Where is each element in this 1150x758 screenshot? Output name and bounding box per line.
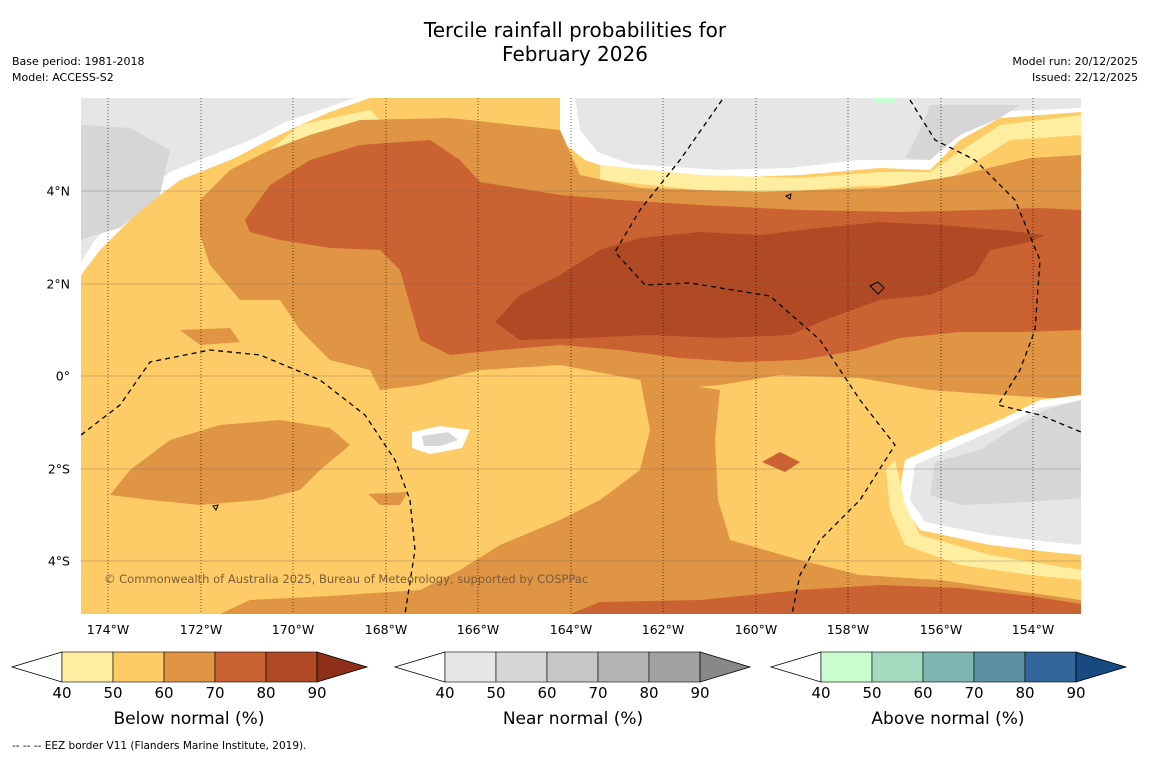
colorbar-tick-label: 90: [1066, 684, 1086, 702]
island-outline-3: [212, 504, 219, 512]
region-above-green: [872, 98, 898, 104]
colorbar-tick-label: 50: [486, 684, 506, 702]
colorbar-extend-low: [769, 651, 822, 683]
region-near-70-se: [930, 400, 1081, 505]
lon-label: 172°W: [179, 622, 223, 637]
colorbar-segment: [61, 651, 114, 683]
colorbar-extend-high: [316, 651, 369, 683]
region-near-70-topright: [905, 105, 1020, 160]
eez-border-east: [909, 99, 1081, 433]
lat-label: 2°N: [46, 276, 70, 292]
colorbar-segment: [871, 651, 924, 683]
base-period: Base period: 1981-2018: [12, 55, 145, 68]
colorbar-tick-label: 80: [639, 684, 659, 702]
lat-label: 0°: [55, 368, 70, 384]
lon-label: 154°W: [1011, 622, 1055, 637]
colorbar-segment: [214, 651, 267, 683]
colorbar-tick-label: 60: [154, 684, 174, 702]
lon-label: 164°W: [549, 622, 593, 637]
colorbar-tick-label: 70: [588, 684, 608, 702]
island-outline-1: [869, 281, 885, 295]
lon-label: 160°W: [734, 622, 778, 637]
colorbar-tick-label: 90: [307, 684, 327, 702]
lat-label: 4°S: [47, 553, 70, 569]
colorbar-segment: [922, 651, 975, 683]
lon-label: 168°W: [364, 622, 408, 637]
colorbar-tick-label: 50: [862, 684, 882, 702]
issued-date: Issued: 22/12/2025: [1031, 71, 1138, 84]
map-title: Tercile rainfall probabilities for Febru…: [0, 18, 1150, 66]
base-period-info: Base period: 1981-2018 Model: ACCESS-S2: [12, 54, 144, 86]
copyright-text: © Commonwealth of Australia 2025, Bureau…: [104, 572, 589, 586]
colorbar-tick-label: 80: [1015, 684, 1035, 702]
eez-border-central: [614, 99, 896, 614]
colorbar-segment: [1024, 651, 1077, 683]
region-below-70-south: [220, 378, 1081, 614]
lon-label: 156°W: [919, 622, 963, 637]
eez-footnote: -- -- -- EEZ border V11 (Flanders Marine…: [12, 740, 307, 752]
colorbar-tick-label: 70: [205, 684, 225, 702]
region-below-70-small-w: [180, 328, 240, 345]
region-below-90: [495, 222, 1045, 340]
model-name: Model: ACCESS-S2: [12, 71, 114, 84]
colorbar-above: [769, 651, 1128, 683]
title-line-1: Tercile rainfall probabilities for: [423, 18, 727, 42]
colorbar-title-below: Below normal (%): [113, 709, 265, 729]
lat-label: 4°N: [46, 183, 70, 199]
colorbar-segment: [648, 651, 701, 683]
colorbar-tick-label: 60: [537, 684, 557, 702]
title-line-2: February 2026: [502, 42, 648, 66]
colorbar-title-near: Near normal (%): [502, 709, 644, 729]
colorbar-segment: [973, 651, 1026, 683]
colorbar-segment: [597, 651, 650, 683]
colorbar-tick-label: 40: [811, 684, 831, 702]
colorbar-segment: [546, 651, 599, 683]
colorbar-below: [10, 651, 369, 683]
model-run-info: Model run: 20/12/2025 Issued: 22/12/2025: [1012, 54, 1138, 86]
colorbar-extend-high: [1075, 651, 1128, 683]
colorbar-segment: [265, 651, 318, 683]
lon-label: 170°W: [271, 622, 315, 637]
lat-label: 2°S: [47, 461, 70, 477]
region-near-70-topleft: [81, 125, 170, 240]
region-below-80-south: [570, 585, 1081, 614]
colorbar-extend-low: [10, 651, 63, 683]
colorbar-tick-label: 40: [52, 684, 72, 702]
colorbar-near: [393, 651, 752, 683]
colorbar-segment: [820, 651, 873, 683]
lon-label: 174°W: [86, 622, 130, 637]
lon-label: 158°W: [826, 622, 870, 637]
island-outline-2: [784, 193, 792, 200]
region-below-70-small-s: [368, 492, 408, 505]
colorbar-tick-label: 70: [964, 684, 984, 702]
colorbar-segment: [495, 651, 548, 683]
colorbar-extend-low: [393, 651, 446, 683]
colorbar-segment: [163, 651, 216, 683]
colorbar-tick-label: 40: [435, 684, 455, 702]
colorbar-tick-label: 90: [690, 684, 710, 702]
region-below-50-se: [886, 460, 1081, 580]
colorbar-tick-label: 80: [256, 684, 276, 702]
lon-label: 166°W: [456, 622, 500, 637]
region-below-80-blob-s: [762, 452, 800, 472]
colorbar-segment: [112, 651, 165, 683]
region-near-small-inner: [422, 432, 458, 446]
colorbar-extend-high: [699, 651, 752, 683]
model-run: Model run: 20/12/2025: [1012, 55, 1138, 68]
eez-border-west: [81, 349, 416, 614]
lon-label: 162°W: [641, 622, 685, 637]
region-below-70-sw-blob: [110, 420, 350, 505]
colorbar-tick-label: 50: [103, 684, 123, 702]
colorbar-segment: [444, 651, 497, 683]
colorbar-title-above: Above normal (%): [871, 709, 1025, 729]
colorbar-tick-label: 60: [913, 684, 933, 702]
